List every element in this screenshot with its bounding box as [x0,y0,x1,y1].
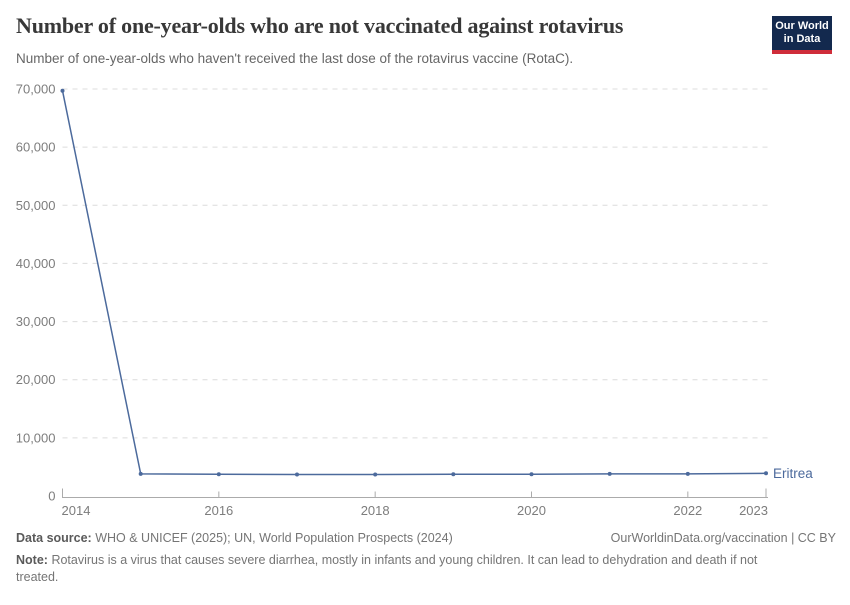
data-point[interactable] [373,472,378,477]
y-axis-label: 60,000 [16,140,56,155]
entity-end-label[interactable]: Eritrea [773,466,813,481]
data-point[interactable] [451,472,456,477]
x-axis-label: 2023 [739,503,768,518]
x-axis-label: 2020 [517,503,546,518]
chart-note-value: Rotavirus is a virus that causes severe … [16,553,758,584]
owid-logo[interactable]: Our World in Data [772,16,832,54]
data-point[interactable] [216,472,221,477]
y-axis-label: 70,000 [16,82,56,97]
data-point[interactable] [295,472,299,477]
y-axis-label: 50,000 [16,198,56,213]
y-axis-label: 20,000 [16,372,56,387]
chart-title: Number of one-year-olds who are not vacc… [16,13,624,38]
chart-note-label: Note: [16,553,48,567]
data-point[interactable] [685,471,690,476]
x-axis-label: 2018 [361,503,390,518]
chart-footer: Data source: WHO & UNICEF (2025); UN, Wo… [16,531,836,545]
data-source-value: WHO & UNICEF (2025); UN, World Populatio… [95,531,453,545]
data-source: Data source: WHO & UNICEF (2025); UN, Wo… [16,531,453,545]
data-point[interactable] [607,471,612,476]
chart-subtitle: Number of one-year-olds who haven't rece… [16,51,574,66]
series-line[interactable] [61,90,767,476]
license-link[interactable]: OurWorldinData.org/vaccination | CC BY [610,531,836,545]
chart-note: Note: Rotavirus is a virus that causes s… [16,552,801,585]
data-point[interactable] [60,88,65,93]
x-axis-label: 2016 [204,503,233,518]
y-axis-label: 40,000 [16,256,56,271]
data-source-label: Data source: [16,531,92,545]
y-axis-label: 0 [48,489,55,504]
data-point[interactable] [529,472,534,477]
x-axis-label: 2014 [62,503,91,518]
data-point[interactable] [764,471,768,476]
x-axis-label: 2022 [673,503,702,518]
owid-logo-line1: Our World [775,20,829,32]
y-axis-label: 30,000 [16,314,56,329]
data-point[interactable] [138,471,143,476]
owid-logo-line2: in Data [783,33,821,45]
y-axis-label: 10,000 [16,430,56,445]
